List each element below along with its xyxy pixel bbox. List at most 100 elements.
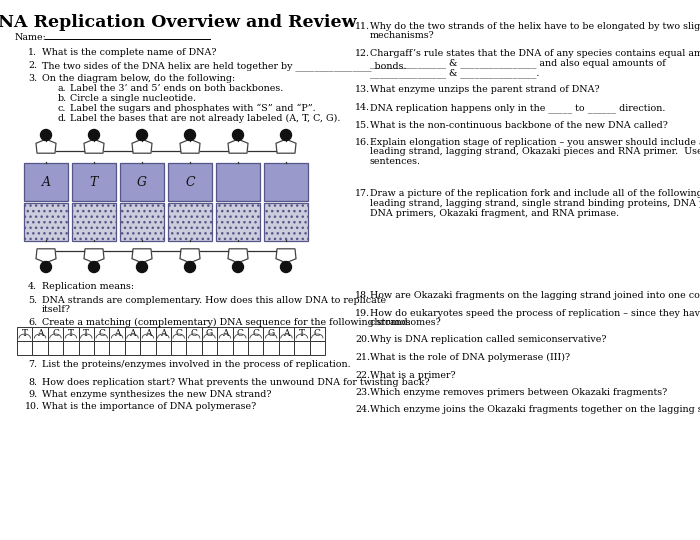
- Text: 8.: 8.: [28, 378, 37, 387]
- Bar: [171, 341, 186, 355]
- Text: 12.: 12.: [355, 49, 370, 58]
- Bar: [109, 327, 125, 341]
- Bar: [168, 163, 212, 201]
- Text: Label the 3’ and 5’ ends on both backbones.: Label the 3’ and 5’ ends on both backbon…: [70, 84, 284, 93]
- Bar: [186, 341, 202, 355]
- Text: a.: a.: [58, 84, 66, 93]
- Text: T: T: [22, 329, 28, 339]
- Text: The two sides of the DNA helix are held together by ________________ bonds.: The two sides of the DNA helix are held …: [42, 61, 407, 71]
- Bar: [78, 327, 94, 341]
- Text: C: C: [314, 329, 321, 339]
- Text: 24.: 24.: [355, 406, 370, 415]
- Text: itself?: itself?: [42, 305, 71, 314]
- Bar: [155, 327, 171, 341]
- Text: A: A: [114, 329, 120, 339]
- Bar: [202, 341, 217, 355]
- Text: C: C: [252, 329, 259, 339]
- Circle shape: [281, 130, 291, 140]
- Circle shape: [41, 261, 52, 273]
- Text: Chargaff’s rule states that the DNA of any species contains equal amounts of: Chargaff’s rule states that the DNA of a…: [370, 49, 700, 58]
- Text: What enzyme unzips the parent strand of DNA?: What enzyme unzips the parent strand of …: [370, 85, 600, 94]
- Text: 4.: 4.: [28, 282, 37, 291]
- Text: ________________ & ________________ and also equal amounts of: ________________ & ________________ and …: [370, 58, 666, 68]
- Text: Name:: Name:: [15, 33, 47, 42]
- Text: b.: b.: [58, 94, 67, 103]
- Bar: [248, 341, 263, 355]
- Text: A: A: [284, 329, 290, 339]
- Text: 14.: 14.: [355, 103, 370, 112]
- Text: Why is DNA replication called semiconservative?: Why is DNA replication called semiconser…: [370, 335, 606, 345]
- Text: C: C: [175, 329, 182, 339]
- Text: 18.: 18.: [355, 291, 370, 300]
- Text: 15.: 15.: [355, 120, 370, 130]
- Text: C: C: [186, 176, 195, 188]
- Bar: [279, 327, 294, 341]
- Bar: [63, 327, 78, 341]
- Text: On the diagram below, do the following:: On the diagram below, do the following:: [42, 74, 235, 83]
- Text: 10.: 10.: [25, 402, 40, 411]
- Text: A: A: [145, 329, 151, 339]
- Text: 23.: 23.: [355, 388, 370, 397]
- Text: What is a primer?: What is a primer?: [370, 370, 456, 380]
- Text: DNA Replication Overview and Review: DNA Replication Overview and Review: [0, 14, 357, 31]
- Text: Which enzyme joins the Okazaki fragments together on the lagging strand?: Which enzyme joins the Okazaki fragments…: [370, 406, 700, 415]
- Text: Draw a picture of the replication fork and include all of the following: helicas: Draw a picture of the replication fork a…: [370, 190, 700, 199]
- Bar: [17, 341, 32, 355]
- Bar: [32, 327, 48, 341]
- Bar: [24, 163, 68, 201]
- Bar: [125, 327, 140, 341]
- Text: What is the role of DNA polymerase (III)?: What is the role of DNA polymerase (III)…: [370, 353, 570, 362]
- Text: What is the importance of DNA polymerase?: What is the importance of DNA polymerase…: [42, 402, 256, 411]
- Bar: [217, 327, 232, 341]
- Text: 19.: 19.: [355, 308, 370, 318]
- Text: Why do the two strands of the helix have to be elongated by two slightly differe: Why do the two strands of the helix have…: [370, 22, 700, 31]
- Text: d.: d.: [58, 114, 67, 123]
- Bar: [263, 327, 279, 341]
- Text: C: C: [237, 329, 244, 339]
- Bar: [216, 203, 260, 241]
- Bar: [309, 341, 325, 355]
- Circle shape: [232, 130, 244, 140]
- Bar: [155, 341, 171, 355]
- Text: DNA strands are complementary. How does this allow DNA to replicate: DNA strands are complementary. How does …: [42, 296, 386, 305]
- Bar: [232, 341, 248, 355]
- Text: G: G: [206, 329, 213, 339]
- Bar: [32, 341, 48, 355]
- Text: sentences.: sentences.: [370, 157, 421, 166]
- Text: Label the sugars and phosphates with “S” and “P”.: Label the sugars and phosphates with “S”…: [70, 104, 316, 113]
- Circle shape: [41, 130, 52, 140]
- Text: T: T: [68, 329, 74, 339]
- Text: T: T: [299, 329, 305, 339]
- Bar: [94, 341, 109, 355]
- Bar: [264, 163, 308, 201]
- Bar: [48, 327, 63, 341]
- Text: 3.: 3.: [28, 74, 37, 83]
- Bar: [294, 341, 309, 355]
- Text: 20.: 20.: [355, 335, 370, 345]
- Text: A: A: [160, 329, 167, 339]
- Text: A: A: [222, 329, 228, 339]
- Bar: [72, 163, 116, 201]
- Text: What enzyme synthesizes the new DNA strand?: What enzyme synthesizes the new DNA stra…: [42, 390, 272, 399]
- Circle shape: [136, 130, 148, 140]
- Text: How do eukaryotes speed the process of replication – since they have multiple lo: How do eukaryotes speed the process of r…: [370, 308, 700, 318]
- Text: 16.: 16.: [355, 138, 370, 147]
- Bar: [63, 341, 78, 355]
- Text: 13.: 13.: [355, 85, 370, 94]
- Text: Explain elongation stage of replication – you answer should include a discussion: Explain elongation stage of replication …: [370, 138, 700, 147]
- Text: How are Okazaki fragments on the lagging strand joined into one continuous stran: How are Okazaki fragments on the lagging…: [370, 291, 700, 300]
- Text: 6.: 6.: [28, 318, 37, 327]
- Bar: [248, 327, 263, 341]
- Bar: [168, 203, 212, 241]
- Text: DNA replication happens only in the _____ to ______ direction.: DNA replication happens only in the ____…: [370, 103, 666, 113]
- Text: C: C: [190, 329, 197, 339]
- Text: ________________ & ________________.: ________________ & ________________.: [370, 68, 540, 78]
- Circle shape: [88, 130, 99, 140]
- Text: Circle a single nucleotide.: Circle a single nucleotide.: [70, 94, 196, 103]
- Text: A: A: [41, 176, 50, 188]
- Bar: [48, 341, 63, 355]
- Circle shape: [281, 261, 291, 273]
- Bar: [120, 163, 164, 201]
- Bar: [140, 341, 155, 355]
- Bar: [17, 327, 32, 341]
